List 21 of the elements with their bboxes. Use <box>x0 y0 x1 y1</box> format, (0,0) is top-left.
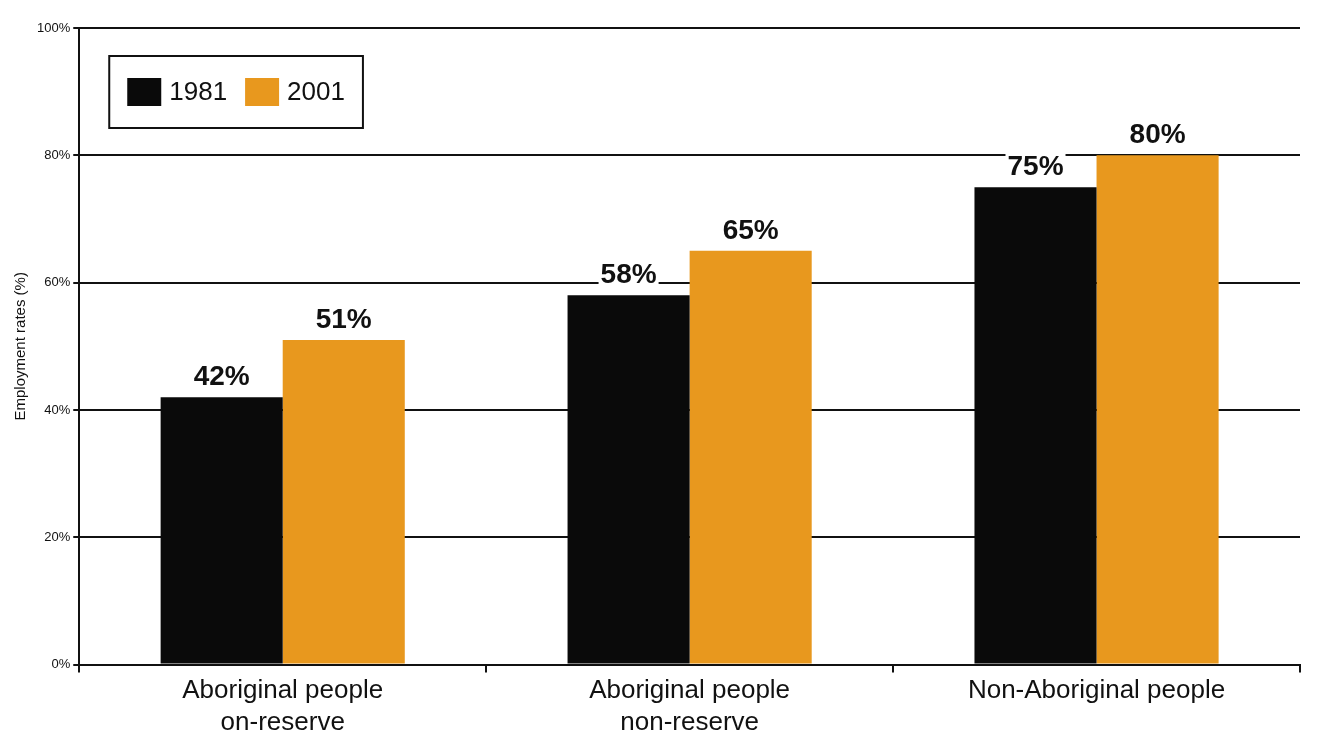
y-axis-title: Employment rates (%) <box>11 272 29 421</box>
data-label: 65% <box>722 213 779 245</box>
data-label: 80% <box>1129 118 1186 150</box>
bar <box>282 339 405 664</box>
legend-label: 1981 <box>169 76 228 107</box>
data-label: 75% <box>1007 149 1064 181</box>
x-tick-label: Non-Aboriginal people <box>967 674 1226 705</box>
data-label: 51% <box>315 302 372 334</box>
y-tick-label: 0% <box>51 656 71 672</box>
bar <box>689 250 812 664</box>
y-tick-label: 60% <box>44 274 71 290</box>
x-tick-label: Aboriginal people on-reserve <box>182 674 384 736</box>
x-tick-label: Aboriginal people non-reserve <box>589 674 791 736</box>
data-label: 42% <box>193 359 250 391</box>
data-label: 58% <box>600 258 657 290</box>
y-tick-label: 40% <box>44 401 71 417</box>
legend-label: 2001 <box>287 76 345 107</box>
y-tick-label: 20% <box>44 528 71 544</box>
y-tick-label: 100% <box>37 19 71 35</box>
bar <box>1096 155 1219 664</box>
y-tick-label: 80% <box>44 146 71 162</box>
